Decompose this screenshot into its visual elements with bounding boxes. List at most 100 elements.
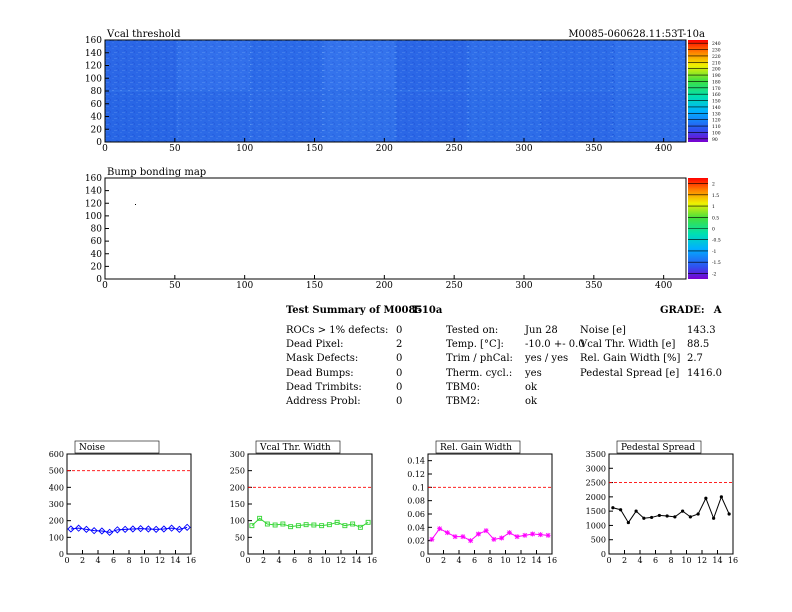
data-point — [522, 532, 528, 538]
data-point — [272, 522, 278, 528]
x-tick-label: 8 — [307, 556, 312, 565]
data-point — [295, 523, 301, 529]
roc-tile — [178, 92, 250, 141]
y-tick-label: 120 — [85, 62, 102, 72]
x-tick-label: 12 — [516, 556, 526, 565]
data-point — [491, 536, 497, 542]
data-point — [530, 531, 536, 537]
x-tick-label: 300 — [515, 281, 532, 291]
condition-row: TBM0: ok — [446, 381, 586, 395]
condition-label: Trim / phCal: — [446, 353, 513, 365]
y-tick-label: 400 — [49, 483, 64, 492]
x-tick-label: 150 — [306, 281, 323, 291]
x-tick-label: 16 — [186, 556, 196, 565]
defect-label: Dead Trimbits: — [286, 381, 362, 393]
result-label: Noise [e] — [580, 325, 626, 336]
y-tick-label: 0.06 — [407, 510, 425, 519]
y-tick-label: 1500 — [586, 507, 606, 516]
condition-row: TBM2: ok — [446, 395, 586, 409]
scale-tick-label: 200 — [712, 67, 721, 73]
data-point — [342, 523, 348, 529]
y-tick-label: 140 — [85, 49, 102, 59]
y-tick-label: 0 — [601, 550, 606, 559]
defect-label: Mask Defects: — [286, 353, 359, 365]
data-point — [264, 521, 270, 527]
x-tick-label: 16 — [367, 556, 377, 565]
data-point — [514, 534, 520, 540]
y-tick-label: 0 — [420, 550, 425, 559]
scale-tick-label: 1.5 — [712, 193, 719, 199]
y-tick-label: 40 — [91, 113, 103, 123]
defect-label: Dead Pixel: — [286, 339, 344, 351]
data-point — [136, 525, 145, 533]
scale-tick-label: 130 — [712, 111, 721, 117]
grade-block: GRADE: A — [660, 304, 722, 318]
y-tick-label: 0 — [59, 550, 64, 559]
test-summary-title: Test Summary of M0085 — [286, 304, 422, 318]
y-tick-label: 60 — [91, 237, 103, 247]
condition-label: TBM2: — [446, 395, 480, 407]
y-tick-label: 20 — [91, 125, 103, 135]
series-line — [251, 517, 369, 528]
y-tick-label: 0 — [96, 275, 102, 285]
conditions-list: Tested on: Jun 28 Temp. [°C]: -10.0 +- 0.0… — [446, 324, 586, 409]
x-tick-label: 400 — [655, 144, 672, 154]
x-tick-label: 12 — [155, 556, 165, 565]
y-tick-label: 100 — [230, 517, 245, 526]
roc-tile — [251, 41, 322, 90]
plot-title-box — [435, 440, 521, 454]
y-tick-label: 0 — [240, 550, 245, 559]
x-tick-label: 0 — [64, 556, 69, 565]
condition-row: Therm. cycl.: yes — [446, 367, 586, 381]
x-tick-label: 50 — [169, 281, 181, 291]
result-value: 2.7 — [687, 353, 703, 365]
result-label: Vcal Thr. Width [e] — [580, 339, 676, 351]
scale-tick-label: 90 — [712, 137, 718, 143]
y-tick-label: 0.02 — [407, 537, 425, 546]
data-point — [437, 526, 443, 532]
y-tick-label: 0.14 — [407, 457, 425, 466]
data-point — [82, 525, 91, 533]
y-tick-label: 500 — [49, 467, 64, 476]
x-tick-label: 10 — [320, 556, 330, 565]
y-tick-label: 100 — [49, 533, 64, 542]
data-point — [105, 528, 114, 536]
y-tick-label: 0.08 — [407, 497, 425, 506]
defect-row: Dead Bumps: 0 — [286, 367, 446, 381]
plot-frame — [427, 453, 553, 555]
x-tick-label: 4 — [276, 556, 281, 565]
scale-tick-label: 220 — [712, 54, 721, 60]
data-point — [712, 516, 716, 520]
condition-row: Tested on: Jun 28 — [446, 324, 586, 338]
x-tick-label: 0 — [606, 556, 611, 565]
scale-tick-label: 0.5 — [712, 215, 719, 221]
y-tick-label: 60 — [91, 100, 103, 110]
x-tick-label: 400 — [655, 281, 672, 291]
data-point — [634, 509, 638, 513]
x-tick-label: 2 — [622, 556, 627, 565]
defect-value: 0 — [396, 353, 403, 365]
result-row: Rel. Gain Width [%] 2.7 — [580, 352, 730, 366]
x-tick-label: 8 — [487, 556, 492, 565]
defect-row: Dead Trimbits: 0 — [286, 381, 446, 395]
x-tick-label: 200 — [376, 144, 393, 154]
x-tick-label: 4 — [95, 556, 100, 565]
defect-row: Address Probl: 0 — [286, 395, 446, 409]
y-tick-label: 250 — [230, 467, 245, 476]
defect-value: 0 — [396, 367, 403, 379]
data-point — [160, 525, 168, 533]
plot-frame — [66, 453, 192, 555]
defect-value: 0 — [396, 395, 403, 407]
x-tick-label: 10 — [681, 556, 691, 565]
data-point — [681, 509, 685, 513]
scale-tick-label: 2 — [712, 182, 715, 188]
roc-tiles — [106, 41, 685, 141]
grade-value: A — [713, 305, 722, 316]
defect-row: ROCs > 1% defects: 0 — [286, 324, 446, 338]
data-point — [357, 524, 363, 530]
data-point — [90, 527, 98, 535]
x-tick-label: 2 — [441, 556, 446, 565]
plot-title: Rel. Gain Width — [440, 443, 512, 453]
y-tick-label: 160 — [85, 174, 102, 184]
condition-value: -10.0 +- 0.0 — [525, 339, 585, 351]
